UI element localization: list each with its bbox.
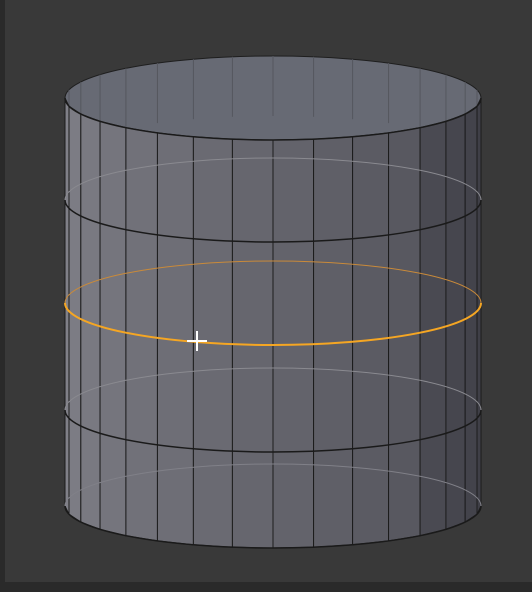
loop-back — [64, 463, 482, 507]
face-strip — [464, 105, 478, 524]
cursor — [187, 331, 207, 351]
face-strip — [68, 105, 82, 524]
loop-back — [64, 367, 482, 411]
loop-back — [64, 157, 482, 201]
frame-bottom — [0, 582, 532, 592]
loop-front — [64, 505, 482, 549]
cylinder-mesh — [64, 55, 482, 549]
loop-front — [64, 302, 482, 346]
loop-front — [64, 199, 482, 243]
loop-front — [64, 409, 482, 453]
top-rim — [64, 97, 482, 141]
loop-back — [64, 260, 482, 304]
face-strip — [445, 113, 466, 531]
frame-left — [0, 0, 5, 592]
face-strip — [80, 113, 101, 531]
